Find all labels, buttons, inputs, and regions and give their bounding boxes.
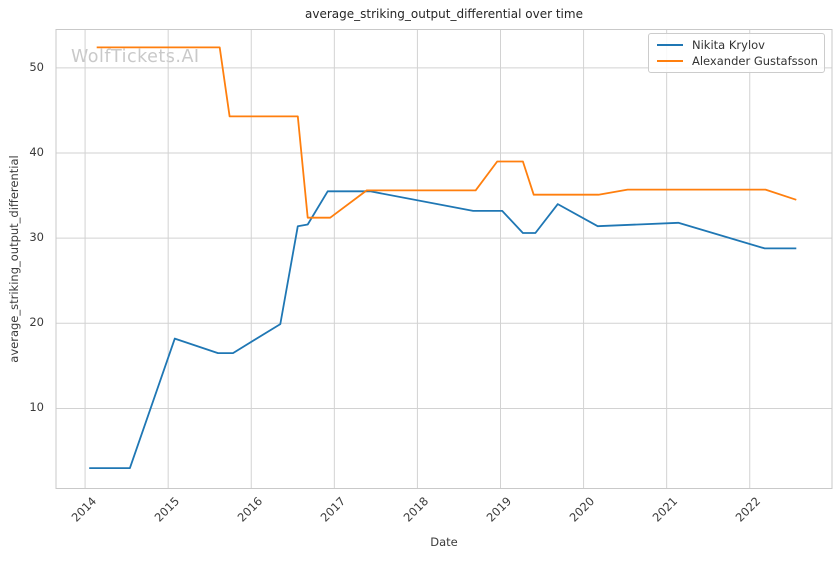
plot-frame	[55, 29, 833, 489]
legend: Nikita Krylov Alexander Gustafsson	[648, 33, 825, 73]
y-tick-label: 20	[29, 315, 44, 330]
legend-label: Alexander Gustafsson	[692, 54, 818, 68]
legend-line-sample-orange	[657, 60, 683, 62]
series-line-1	[96, 46, 797, 219]
chart-title: average_striking_output_differential ove…	[305, 7, 583, 21]
x-axis-label: Date	[430, 535, 458, 549]
legend-line-sample-blue	[657, 44, 683, 46]
y-tick-label: 40	[29, 144, 44, 159]
y-tick-label: 30	[29, 230, 44, 245]
legend-label: Nikita Krylov	[692, 38, 765, 52]
y-tick-label: 50	[29, 59, 44, 74]
y-tick-label: 10	[29, 400, 44, 415]
watermark: WolfTickets.AI	[71, 47, 200, 67]
legend-item-nikita-krylov: Nikita Krylov	[657, 38, 816, 52]
legend-item-alexander-gustafsson: Alexander Gustafsson	[657, 54, 818, 68]
series-line-0	[89, 190, 797, 470]
